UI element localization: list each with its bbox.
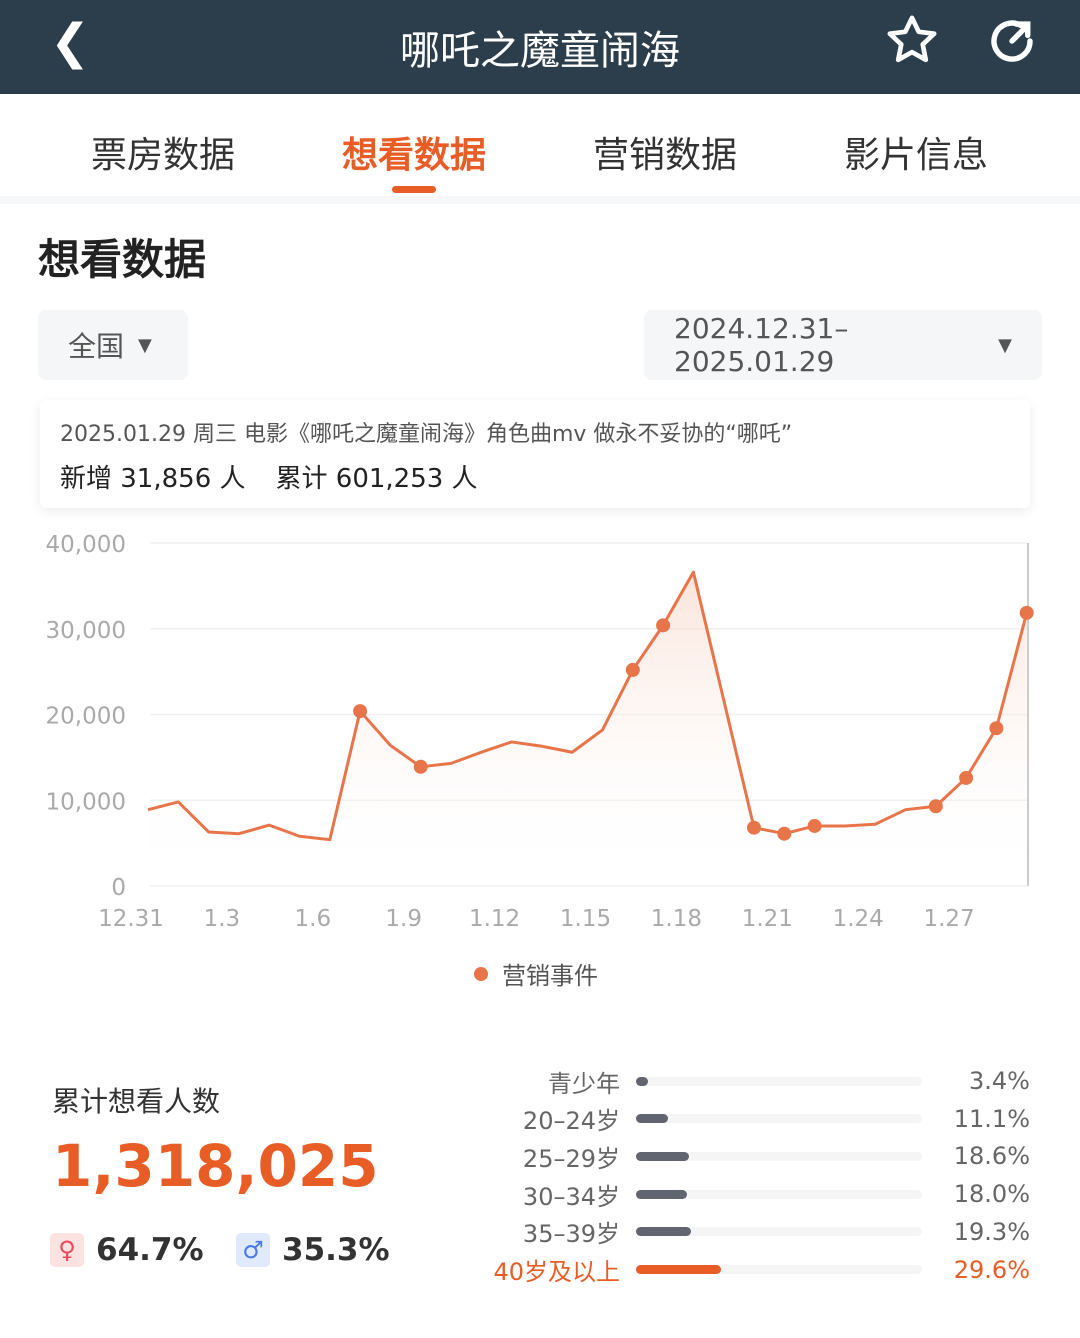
age-bar-fill <box>636 1189 688 1199</box>
age-pct: 11.1% <box>953 1104 1030 1133</box>
refresh-icon[interactable] <box>985 14 1039 68</box>
y-tick-label: 40,000 <box>46 532 126 558</box>
age-label: 青少年 <box>548 1069 620 1098</box>
marketing-event-point <box>777 826 792 841</box>
tab-marketing[interactable]: 营销数据 <box>592 135 737 176</box>
x-tick-label: 1.24 <box>833 906 884 932</box>
region-dropdown[interactable]: 全国 ▼ <box>38 310 188 380</box>
age-bar-fill <box>636 1114 668 1124</box>
age-bar-fill <box>636 1076 648 1086</box>
y-tick-label: 10,000 <box>46 789 126 815</box>
total-label: 累计想看人数 <box>52 1085 221 1118</box>
series-line <box>147 570 1029 842</box>
tab-bar: 票房数据 想看数据 营销数据 影片信息 <box>0 94 1080 204</box>
tab-film-info[interactable]: 影片信息 <box>843 135 988 176</box>
x-tick-label: 1.18 <box>651 906 702 932</box>
age-label: 35–39岁 <box>522 1220 620 1249</box>
x-tick-label: 1.21 <box>742 906 793 932</box>
age-bar-fill <box>636 1227 692 1237</box>
age-row: 35–39岁 19.3% <box>480 1214 1030 1250</box>
age-pct: 19.3% <box>953 1217 1030 1246</box>
age-bar-track <box>636 1189 922 1199</box>
age-bar-fill <box>636 1151 690 1161</box>
age-pct: 18.6% <box>953 1142 1030 1171</box>
section-title: 想看数据 <box>38 235 207 284</box>
age-bar-track <box>636 1265 922 1274</box>
marketing-event-point <box>928 799 943 814</box>
caret-down-icon: ▼ <box>998 334 1012 356</box>
male-pct: 35.3% <box>282 1232 390 1268</box>
chart-tooltip: 2025.01.29 周三 电影《哪吒之魔童闹海》角色曲mv 做永不妥协的“哪吒… <box>40 400 1030 508</box>
chevron-left-icon[interactable]: ❮ <box>50 14 91 70</box>
marketing-event-point <box>413 759 428 774</box>
y-tick-label: 20,000 <box>46 704 126 730</box>
age-bar-track <box>636 1076 922 1086</box>
date-range-dropdown[interactable]: 2024.12.31–2025.01.29 ▼ <box>644 310 1042 380</box>
tooltip-event: 2025.01.29 周三 电影《哪吒之魔童闹海》角色曲mv 做永不妥协的“哪吒… <box>60 422 793 447</box>
legend-label: 营销事件 <box>502 962 598 990</box>
tooltip-new: 新增 31,856 人 <box>60 464 246 494</box>
age-label: 25–29岁 <box>522 1144 620 1173</box>
x-tick-label: 1.3 <box>204 906 241 932</box>
tooltip-total: 累计 601,253 人 <box>275 464 478 494</box>
area-fill <box>148 572 1027 886</box>
age-pct: 29.6% <box>953 1255 1030 1284</box>
marketing-event-point <box>656 618 671 633</box>
age-pct: 18.0% <box>953 1180 1030 1209</box>
marketing-event-point <box>625 662 640 677</box>
total-count: 1,318,025 <box>52 1132 379 1200</box>
age-pct: 3.4% <box>969 1067 1030 1095</box>
marketing-event-point <box>989 721 1004 736</box>
tab-box-office[interactable]: 票房数据 <box>90 135 235 176</box>
age-label: 20–24岁 <box>522 1107 620 1136</box>
tab-want-to-see[interactable]: 想看数据 <box>289 126 539 193</box>
female-share: ♀ 64.7% <box>50 1232 204 1268</box>
x-tick-label: 12.31 <box>98 906 164 932</box>
marketing-event-point <box>1019 605 1034 620</box>
age-row: 25–29岁 18.6% <box>480 1138 1030 1174</box>
x-tick-label: 1.15 <box>560 906 611 932</box>
x-tick-label: 1.12 <box>469 906 520 932</box>
male-share: ♂ 35.3% <box>236 1232 390 1268</box>
female-icon: ♀ <box>50 1233 84 1267</box>
age-row: 40岁及以上 29.6% <box>480 1252 1030 1288</box>
marketing-event-dot-icon <box>474 966 488 981</box>
male-icon: ♂ <box>236 1233 270 1267</box>
age-bar-track <box>636 1227 922 1237</box>
x-tick-label: 1.6 <box>295 906 332 932</box>
age-row: 30–34岁 18.0% <box>480 1176 1030 1212</box>
date-range-value: 2024.12.31–2025.01.29 <box>674 312 849 378</box>
age-row: 20–24岁 11.1% <box>480 1101 1030 1137</box>
region-value: 全国 <box>68 330 125 363</box>
y-tick-label: 0 <box>111 875 126 901</box>
age-label: 40岁及以上 <box>493 1258 620 1286</box>
marketing-event-point <box>353 704 368 719</box>
x-tick-label: 1.9 <box>385 906 422 932</box>
marketing-event-point <box>959 770 974 785</box>
female-pct: 64.7% <box>96 1232 204 1268</box>
age-bar-fill <box>636 1265 721 1274</box>
age-row: 青少年 3.4% <box>480 1063 1030 1099</box>
want-to-see-chart[interactable]: 0 10,000 20,000 30,000 40,000 12.31 1.3 1.6 1.9 1… <box>0 520 1080 940</box>
marketing-event-point <box>807 818 822 833</box>
x-tick-label: 1.27 <box>923 906 974 932</box>
age-bar-track <box>636 1151 922 1161</box>
y-tick-label: 30,000 <box>46 618 126 644</box>
header: ❮ 哪吒之魔童闹海 <box>0 0 1080 94</box>
page-title: 哪吒之魔童闹海 <box>400 28 680 74</box>
marketing-event-point <box>747 820 761 835</box>
star-icon[interactable] <box>884 12 940 68</box>
chart-legend: 营销事件 <box>474 956 598 991</box>
age-label: 30–34岁 <box>522 1182 620 1211</box>
age-bar-track <box>636 1114 922 1124</box>
caret-down-icon: ▼ <box>138 334 152 356</box>
